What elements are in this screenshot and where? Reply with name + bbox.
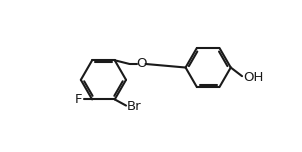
Text: OH: OH: [243, 71, 263, 84]
Text: O: O: [136, 57, 147, 71]
Text: F: F: [74, 93, 82, 106]
Text: Br: Br: [127, 100, 142, 113]
